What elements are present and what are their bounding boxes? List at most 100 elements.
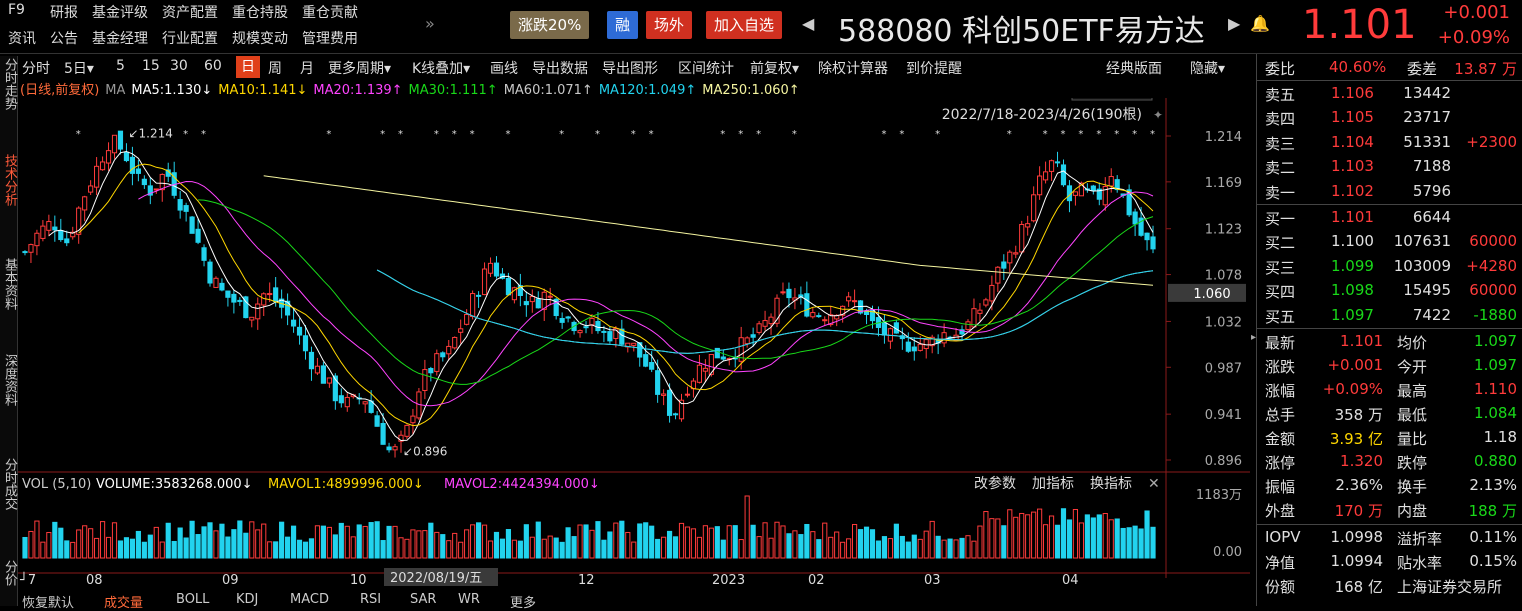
- toolbar-item[interactable]: 导出图形: [602, 61, 658, 77]
- event-marker[interactable]: ⁎: [326, 126, 331, 137]
- toolbar-item[interactable]: 30: [170, 58, 188, 74]
- menu-item[interactable]: 研报: [50, 5, 78, 21]
- event-marker[interactable]: ⁎: [935, 126, 940, 137]
- indicator-tab[interactable]: 更多: [510, 596, 537, 611]
- event-marker[interactable]: ⁎: [1007, 126, 1012, 137]
- toolbar-item[interactable]: 更多周期▾: [328, 61, 392, 77]
- pin-icon[interactable]: ✦: [1153, 108, 1163, 122]
- menu-item[interactable]: 行业配置: [162, 31, 218, 47]
- toolbar-item[interactable]: K线叠加▾: [412, 61, 471, 77]
- left-tab[interactable]: 基本资料: [2, 258, 17, 310]
- menu-item[interactable]: 公告: [50, 31, 78, 47]
- toolbar-item[interactable]: 60: [204, 58, 222, 74]
- toolbar-item[interactable]: 区间统计: [678, 61, 734, 77]
- event-marker[interactable]: ⁎: [631, 126, 636, 137]
- menu-item[interactable]: 资讯: [8, 31, 36, 47]
- event-marker[interactable]: ⁎: [649, 126, 654, 137]
- event-marker[interactable]: ⁎: [452, 126, 457, 137]
- event-marker[interactable]: ⁎: [1078, 126, 1083, 137]
- vol-button[interactable]: 改参数: [974, 475, 1016, 492]
- vol-button[interactable]: 换指标: [1090, 475, 1132, 492]
- indicator-tab[interactable]: MACD: [290, 592, 329, 607]
- event-marker[interactable]: ⁎: [470, 126, 475, 137]
- toolbar-item[interactable]: 分时: [22, 61, 50, 77]
- stat-row: 金额 3.93 亿量比 1.18: [1257, 426, 1522, 450]
- kline-chart[interactable]: 1.214 1.169 1.123 1.078 1.032 0.987 0.941 0.896…: [18, 79, 1250, 592]
- indicator-tab[interactable]: RSI: [360, 592, 382, 607]
- toolbar-item[interactable]: 月: [300, 61, 314, 77]
- event-marker[interactable]: ⁎: [398, 126, 403, 137]
- indicator-tab[interactable]: 成交量: [104, 596, 144, 611]
- volume-bar: [320, 525, 326, 559]
- chart-area[interactable]: 1.214 1.169 1.123 1.078 1.032 0.987 0.941 0.896…: [18, 79, 1250, 606]
- toolbar-item[interactable]: 除权计算器: [818, 61, 888, 77]
- menu-item[interactable]: 重仓持股: [232, 5, 288, 21]
- next-security-icon[interactable]: ▶: [1228, 14, 1241, 33]
- event-marker[interactable]: ⁎: [899, 126, 904, 137]
- collapse-arrow-icon[interactable]: ▸: [1251, 332, 1257, 343]
- indicator-tab[interactable]: 恢复默认: [22, 596, 75, 611]
- event-marker[interactable]: ⁎: [1043, 126, 1048, 137]
- left-tab[interactable]: 技术分析: [2, 154, 17, 206]
- indicator-tab[interactable]: WR: [458, 592, 480, 607]
- event-marker[interactable]: ⁎: [183, 126, 188, 137]
- event-marker[interactable]: ⁎: [1114, 126, 1119, 137]
- left-tab[interactable]: 分时走势: [2, 58, 17, 110]
- event-marker[interactable]: ⁎: [1150, 126, 1155, 137]
- toolbar-item[interactable]: 5: [116, 58, 125, 74]
- volume-bar: [237, 520, 243, 559]
- toolbar-right-item[interactable]: 经典版面: [1106, 61, 1162, 77]
- bid-row: 买五 1.097 7422 -1880: [1257, 304, 1522, 328]
- indicator-tab[interactable]: SAR: [410, 592, 437, 607]
- event-marker[interactable]: ⁎: [756, 126, 761, 137]
- ma-setting-button[interactable]: 设置均线: [1084, 83, 1140, 99]
- event-marker[interactable]: ⁎: [595, 126, 600, 137]
- toolbar-item[interactable]: 15: [142, 58, 160, 74]
- bell-icon[interactable]: 🔔: [1250, 14, 1270, 33]
- indicator-tab[interactable]: BOLL: [176, 592, 210, 607]
- event-marker[interactable]: ⁎: [881, 126, 886, 137]
- bid-price: 1.097: [1331, 305, 1374, 324]
- add-favorite-button[interactable]: 加入自选: [706, 11, 783, 39]
- left-tab[interactable]: 分价: [2, 560, 17, 586]
- event-marker[interactable]: ⁎: [76, 126, 81, 137]
- menu-item[interactable]: 基金经理: [92, 31, 148, 47]
- event-marker[interactable]: ⁎: [1061, 126, 1066, 137]
- event-marker[interactable]: ⁎: [792, 126, 797, 137]
- toolbar-item[interactable]: 画线: [490, 61, 518, 77]
- toolbar-item[interactable]: 5日▾: [64, 61, 94, 77]
- event-marker[interactable]: ⁎: [201, 126, 206, 137]
- event-marker[interactable]: ⁎: [559, 126, 564, 137]
- event-marker[interactable]: ⁎: [738, 126, 743, 137]
- event-marker[interactable]: ⁎: [505, 126, 510, 137]
- candle: [511, 286, 517, 304]
- toolbar-item[interactable]: 周: [268, 61, 282, 77]
- offex-button[interactable]: 场外: [646, 11, 693, 39]
- event-marker[interactable]: ⁎: [1132, 126, 1137, 137]
- event-marker[interactable]: ⁎: [720, 126, 725, 137]
- stat-label: 跌停: [1397, 454, 1428, 472]
- prev-security-icon[interactable]: ◀: [802, 14, 815, 33]
- event-marker[interactable]: ⁎: [434, 126, 439, 137]
- toolbar-item[interactable]: 导出数据: [532, 61, 588, 77]
- toolbar-item[interactable]: 前复权▾: [750, 61, 800, 77]
- indicator-tab[interactable]: KDJ: [236, 592, 259, 607]
- candle-body: [923, 339, 929, 350]
- close-icon[interactable]: ✕: [1148, 476, 1160, 492]
- menu-item[interactable]: 资产配置: [162, 5, 218, 21]
- event-marker[interactable]: ⁎: [1096, 126, 1101, 137]
- toolbar-right-item[interactable]: 隐藏▾: [1190, 61, 1226, 77]
- menu-item[interactable]: 管理费用: [302, 31, 358, 47]
- left-tab[interactable]: 深度资料: [2, 354, 17, 406]
- toolbar-item[interactable]: 日: [236, 56, 260, 78]
- vol-button[interactable]: 加指标: [1032, 476, 1074, 492]
- left-tab[interactable]: 分时成交: [2, 458, 17, 510]
- menu-item[interactable]: 重仓贡献: [302, 5, 358, 21]
- menu-item[interactable]: 规模变动: [232, 31, 288, 47]
- menu-item[interactable]: 基金评级: [92, 5, 148, 21]
- menu-item[interactable]: F9: [8, 2, 25, 18]
- toolbar-item[interactable]: 到价提醒: [906, 61, 962, 77]
- event-marker[interactable]: ⁎: [380, 126, 385, 137]
- expand-arrows-icon[interactable]: »: [425, 14, 435, 33]
- ma-line-250: [263, 175, 1154, 286]
